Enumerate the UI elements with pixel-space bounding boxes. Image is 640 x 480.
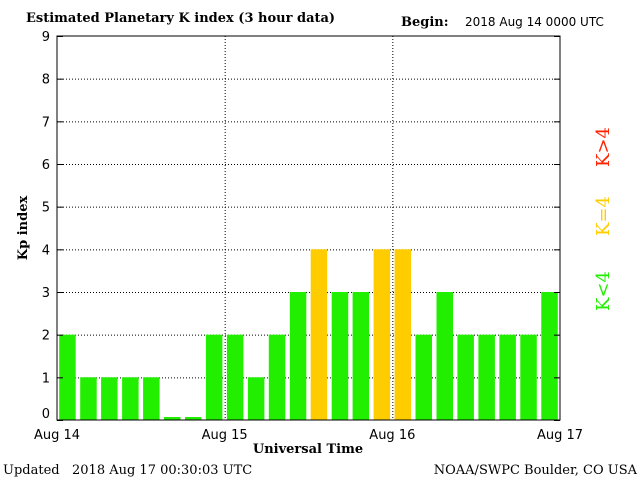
y-axis-ticks: 0 1 2 3 4 5 6 7 8 9 — [42, 30, 560, 422]
x-tick-label: Aug 14 — [34, 428, 80, 443]
legend-equal: K=4 — [593, 196, 614, 236]
y-tick-label: 4 — [42, 243, 50, 258]
grid-lines — [57, 36, 560, 420]
y-tick-label: 7 — [42, 115, 50, 130]
kp-bar — [373, 249, 391, 420]
bar-series — [59, 249, 558, 420]
kp-bar — [59, 334, 76, 420]
kp-bar — [394, 249, 412, 420]
kp-bar — [122, 377, 139, 420]
y-tick-label: 8 — [42, 73, 50, 88]
x-axis-ticks: Aug 14 Aug 15 Aug 16 Aug 17 — [34, 428, 583, 443]
legend-high: K>4 — [593, 127, 614, 167]
kp-bar — [268, 334, 286, 420]
x-tick-label: Aug 17 — [537, 428, 583, 443]
y-tick-label: 3 — [42, 286, 50, 301]
kp-bar — [164, 417, 181, 420]
kp-bar — [457, 334, 474, 420]
kp-bar — [436, 292, 453, 420]
kp-bar — [478, 334, 495, 420]
updated-value: 2018 Aug 17 00:30:03 UTC — [72, 463, 252, 478]
kp-bar — [310, 249, 328, 420]
kp-bar — [541, 292, 558, 420]
begin-label: Begin: — [401, 15, 449, 30]
legend-low: K<4 — [593, 271, 614, 311]
kp-bar — [205, 334, 223, 420]
y-tick-label: 9 — [42, 30, 50, 45]
y-tick-label: 2 — [42, 329, 50, 344]
source-credit: NOAA/SWPC Boulder, CO USA — [434, 463, 638, 478]
kp-bar — [289, 292, 307, 420]
y-tick-label: 0 — [42, 407, 50, 422]
kp-bar — [247, 377, 265, 420]
y-axis-label: Kp index — [16, 196, 31, 261]
x-axis-label: Universal Time — [253, 442, 363, 457]
y-tick-label: 6 — [42, 158, 50, 173]
chart-title: Estimated Planetary K index (3 hour data… — [26, 11, 335, 26]
x-tick-label: Aug 16 — [369, 428, 415, 443]
kp-bar — [499, 334, 516, 420]
kp-bar — [520, 334, 537, 420]
plot-frame — [56, 35, 561, 421]
kp-bar — [226, 334, 244, 420]
kp-bar — [352, 292, 370, 420]
kp-bar — [143, 377, 160, 420]
y-tick-label: 5 — [42, 201, 50, 216]
begin-value: 2018 Aug 14 0000 UTC — [465, 15, 604, 29]
kp-bar — [331, 292, 349, 420]
x-tick-label: Aug 15 — [202, 428, 248, 443]
kp-bar — [415, 334, 432, 420]
kp-bar — [80, 377, 97, 420]
updated-label: Updated — [3, 463, 60, 478]
kp-bar — [185, 417, 202, 420]
kp-bar — [101, 377, 118, 420]
y-tick-label: 1 — [42, 371, 50, 386]
